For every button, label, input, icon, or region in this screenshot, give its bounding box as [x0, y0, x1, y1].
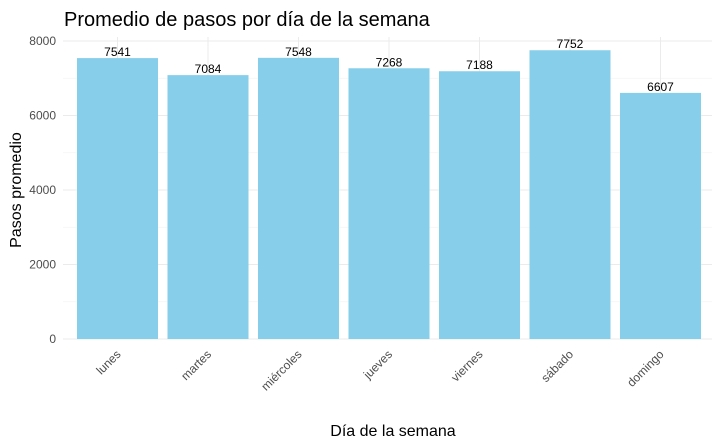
data-label-6: 7752 [557, 37, 584, 51]
y-tick-label-2: 2000 [29, 258, 56, 272]
bar-5 [439, 71, 520, 339]
bar-4 [348, 68, 430, 339]
bars [77, 50, 701, 340]
data-label-1: 7541 [104, 45, 131, 59]
chart-title: Promedio de pasos por día de la semana [64, 9, 431, 31]
y-tick-label-1: 0 [49, 332, 56, 346]
data-label-3: 7548 [285, 45, 312, 59]
bar-1 [77, 58, 158, 340]
bar-7 [620, 92, 701, 339]
data-label-4: 7268 [376, 55, 403, 69]
bar-6 [529, 50, 611, 339]
x-axis-title: Día de la semana [330, 423, 456, 440]
bar-3 [258, 57, 339, 339]
data-label-2: 7084 [195, 62, 222, 76]
data-labels: 7541 7084 7548 7268 7188 7752 6607 [104, 37, 674, 94]
data-label-5: 7188 [466, 58, 493, 72]
data-label-7: 6607 [647, 80, 674, 94]
y-axis-ticks: 0 2000 4000 6000 8000 [29, 34, 56, 346]
y-tick-label-3: 4000 [29, 183, 56, 197]
y-tick-label-5: 8000 [29, 34, 56, 48]
bar-2 [167, 75, 249, 339]
y-tick-label-4: 6000 [29, 109, 56, 123]
y-axis-title: Pasos promedio [8, 132, 25, 248]
